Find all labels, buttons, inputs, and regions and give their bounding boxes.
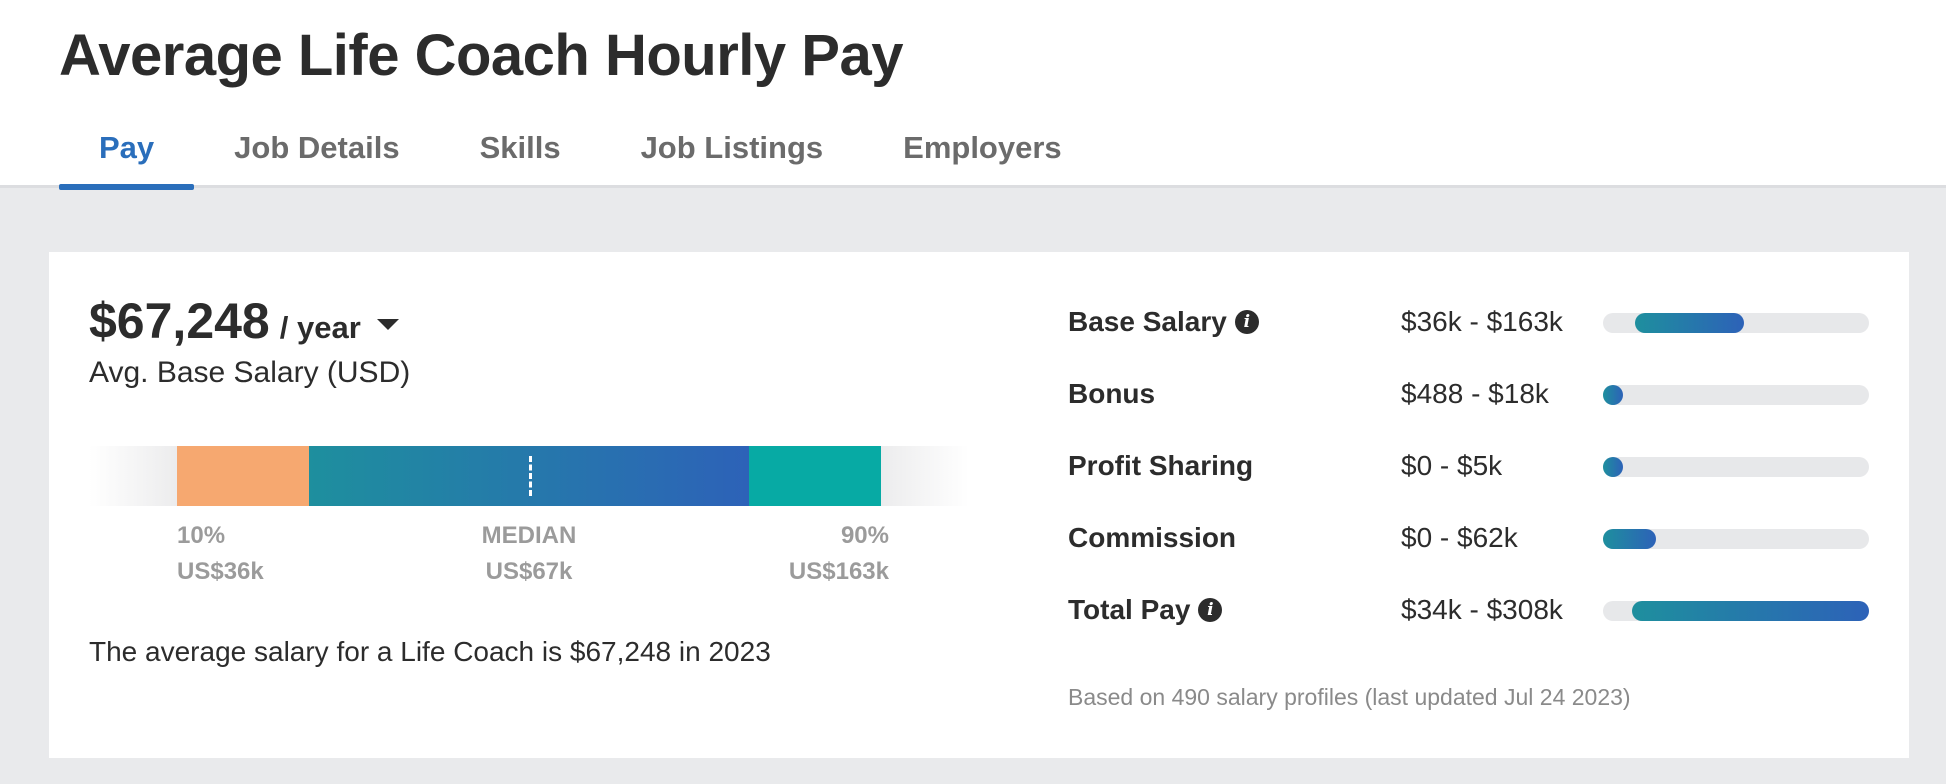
p90-label: 90% — [840, 522, 889, 549]
salary-range-bar — [89, 446, 969, 506]
median-value: US$67k — [485, 558, 573, 585]
breakdown-label: Base Salary — [1068, 306, 1227, 337]
tab-job-details[interactable]: Job Details — [234, 130, 400, 165]
breakdown-bar-track — [1603, 529, 1869, 549]
info-icon[interactable]: i — [1198, 598, 1223, 622]
p90-value: US$163k — [788, 558, 889, 585]
median-label: MEDIAN — [481, 522, 577, 549]
breakdown-bar-fill — [1603, 385, 1623, 405]
range-fade-left — [89, 446, 177, 506]
breakdown-row-profit-sharing: Profit Sharing $0 - $5k — [1068, 446, 1888, 486]
tab-skills[interactable]: Skills — [479, 130, 561, 165]
median-marker — [529, 456, 532, 496]
breakdown-range: $488 - $18k — [1401, 378, 1549, 409]
breakdown-row-total-pay: Total Pay i $34k - $308k — [1068, 590, 1888, 630]
tab-job-listings[interactable]: Job Listings — [640, 130, 824, 165]
range-fade-right — [881, 446, 969, 506]
breakdown-label: Commission — [1068, 522, 1237, 553]
period-label: / year — [279, 310, 361, 345]
breakdown-row-bonus: Bonus $488 - $18k — [1068, 374, 1888, 414]
salary-amount: $67,248 — [89, 293, 270, 349]
breakdown-bar-fill — [1632, 601, 1869, 621]
breakdown-label: Bonus — [1068, 378, 1156, 409]
breakdown-bar-track — [1603, 385, 1869, 405]
breakdown-bar-fill — [1603, 457, 1623, 477]
breakdown-label: Profit Sharing — [1068, 450, 1254, 481]
p10-label: 10% — [177, 522, 226, 549]
breakdown-bar-fill — [1635, 313, 1744, 333]
breakdown-bar-fill — [1603, 529, 1656, 549]
salary-headline: $67,248 / year — [89, 292, 399, 350]
salary-summary: The average salary for a Life Coach is $… — [89, 636, 771, 667]
breakdown-bar-track — [1603, 457, 1869, 477]
breakdown-label: Total Pay — [1068, 594, 1191, 625]
p10-label-group: 10% US$36k — [177, 518, 264, 590]
breakdown-range: $36k - $163k — [1401, 306, 1563, 337]
breakdown-bar-track — [1603, 313, 1869, 333]
breakdown-row-base-salary: Base Salary i $36k - $163k — [1068, 302, 1888, 342]
tab-bar: Pay Job Details Skills Job Listings Empl… — [59, 126, 1102, 190]
page-header: Average Life Coach Hourly Pay Pay Job De… — [0, 0, 1946, 190]
range-segment-10th — [177, 446, 309, 506]
breakdown-range: $0 - $62k — [1401, 522, 1518, 553]
caret-down-icon — [376, 318, 399, 330]
p90-label-group: 90% US$163k — [739, 518, 889, 590]
breakdown-bar-track — [1603, 601, 1869, 621]
breakdown-range: $34k - $308k — [1401, 594, 1563, 625]
info-icon[interactable]: i — [1234, 310, 1259, 334]
period-dropdown[interactable]: / year — [280, 310, 399, 346]
salary-card: $67,248 / year Avg. Base Salary (USD) 10… — [49, 252, 1909, 758]
breakdown-range: $0 - $5k — [1401, 450, 1503, 481]
page-title: Average Life Coach Hourly Pay — [59, 23, 903, 88]
data-source-footnote: Based on 490 salary profiles (last updat… — [1068, 684, 1631, 710]
salary-label: Avg. Base Salary (USD) — [89, 356, 411, 389]
median-label-group: MEDIAN US$67k — [429, 518, 629, 590]
tab-employers[interactable]: Employers — [903, 130, 1062, 165]
p10-value: US$36k — [177, 558, 264, 585]
tab-pay[interactable]: Pay — [59, 126, 195, 190]
breakdown-row-commission: Commission $0 - $62k — [1068, 518, 1888, 558]
range-segment-90th — [749, 446, 881, 506]
